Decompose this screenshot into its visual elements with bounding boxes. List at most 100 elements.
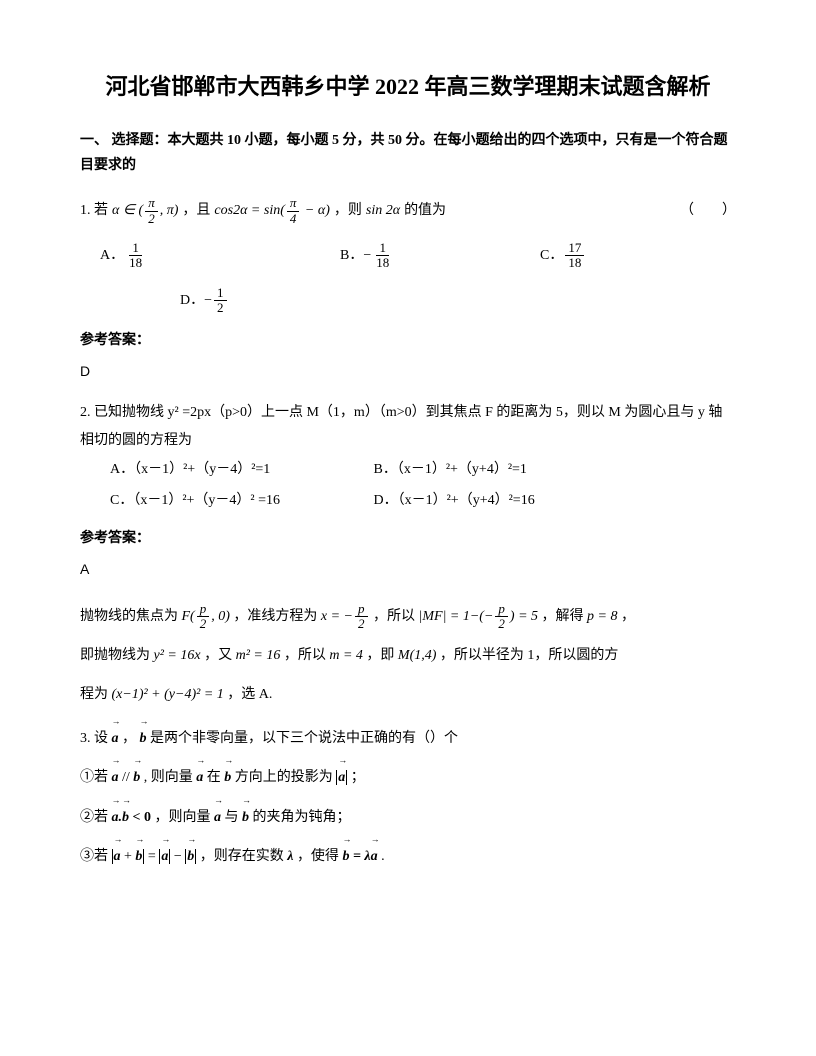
q1-num: 1. 若 bbox=[80, 193, 108, 228]
q2-explanation: 抛物线的焦点为 F(p2, 0) ，准线方程为 x = −p2 ，所以 |MF|… bbox=[80, 597, 736, 715]
vec-a-icon: a bbox=[114, 837, 121, 876]
q3-s1-post2: 在 bbox=[207, 770, 221, 785]
q2-e1: 抛物线的焦点为 bbox=[80, 609, 178, 624]
q1-optD-den: 2 bbox=[214, 301, 227, 315]
q1-optA-label: A． bbox=[100, 238, 124, 273]
vec-a-icon: a bbox=[196, 758, 203, 797]
q1-answer: D bbox=[80, 359, 736, 384]
q3-mid1: ， bbox=[122, 731, 136, 746]
q1-frac2-num: π bbox=[287, 196, 300, 211]
q1-mid2: ，则 bbox=[334, 193, 362, 228]
q3-s3-pre: ③若 bbox=[80, 837, 108, 876]
q2-mval: m = 4 bbox=[329, 648, 363, 663]
q2-optA: A．（x－1）²+（y－4）²=1 bbox=[110, 455, 370, 486]
q3-s3-end: . bbox=[381, 849, 385, 864]
q2-mf-pre: |MF| = 1−(− bbox=[419, 609, 494, 624]
vec-b-icon: b bbox=[133, 758, 140, 797]
q2-mf-post: ) = 5 bbox=[510, 609, 538, 624]
vec-b-icon: b bbox=[122, 798, 129, 837]
q2-pval: p = 8 bbox=[587, 609, 617, 624]
q3-mid2: 是两个非零向量，以下三个说法中正确的有（）个 bbox=[150, 731, 458, 746]
q2-optC: C．（x－1）²+（y－4）² =16 bbox=[110, 486, 370, 517]
q1-mid1: ，且 bbox=[182, 193, 210, 228]
q2-e6: 即抛物线为 bbox=[80, 648, 150, 663]
vec-a-icon: a bbox=[214, 798, 221, 837]
q1-optA-num: 1 bbox=[129, 241, 142, 256]
q1-cond1-post: , π) bbox=[160, 203, 179, 218]
q1-frac1-den: 2 bbox=[145, 212, 158, 226]
vec-b-icon: b bbox=[135, 837, 142, 876]
q3-s2-post3: 的夹角为钝角； bbox=[252, 810, 350, 825]
q3-s1-pre: ①若 bbox=[80, 758, 108, 797]
q1-optB-num: 1 bbox=[376, 241, 389, 256]
q1-optC-den: 18 bbox=[565, 256, 584, 270]
q1-optC-num: 17 bbox=[565, 241, 584, 256]
q3-s2-cond: < 0 bbox=[133, 810, 151, 825]
q1-optA-den: 18 bbox=[126, 256, 145, 270]
q2-e5: ， bbox=[621, 609, 635, 624]
q3-s2-post2: 与 bbox=[224, 810, 238, 825]
q2-text: 2. 已知抛物线 y² =2px（p>0）上一点 M（1，m）（m>0）到其焦点… bbox=[80, 399, 736, 455]
question-1: 1. 若 α ∈ (π2, π) ，且 cos2α = sin(π4 − α) … bbox=[80, 193, 736, 318]
vec-b-icon: b bbox=[342, 837, 349, 876]
q1-frac2-den: 4 bbox=[287, 212, 300, 226]
q2-focus-pre: F( bbox=[182, 609, 195, 624]
vec-b-icon: b bbox=[224, 758, 231, 797]
q2-e2: ，准线方程为 bbox=[233, 609, 317, 624]
q3-s2-pre: ②若 bbox=[80, 798, 108, 837]
q2-dir-pre: x = − bbox=[321, 609, 353, 624]
q1-paren: （ ） bbox=[680, 193, 736, 228]
q2-answer: A bbox=[80, 557, 736, 582]
section-header: 一、 选择题：本大题共 10 小题，每小题 5 分，共 50 分。在每小题给出的… bbox=[80, 128, 736, 178]
q3-lambda: λ bbox=[287, 849, 293, 864]
q1-optB-label: B．− bbox=[340, 238, 371, 273]
q1-frac1-num: π bbox=[145, 196, 158, 211]
q2-optD: D．（x－1）²+（y+4）²=16 bbox=[374, 493, 535, 508]
q1-cond1-pre: α ∈ ( bbox=[112, 203, 143, 218]
q1-optC-label: C． bbox=[540, 238, 563, 273]
q3-s2-post1: ，则向量 bbox=[154, 810, 210, 825]
page-title: 河北省邯郸市大西韩乡中学 2022 年高三数学理期末试题含解析 bbox=[80, 70, 736, 103]
q1-answer-label: 参考答案： bbox=[80, 328, 736, 353]
vec-a-icon: a bbox=[161, 837, 168, 876]
q2-mf-den: 2 bbox=[495, 617, 508, 631]
q1-cond2: cos2α = sin( bbox=[214, 203, 284, 218]
q2-e3: ，所以 bbox=[373, 609, 415, 624]
q2-e4: ，解得 bbox=[542, 609, 584, 624]
q2-e11: 程为 bbox=[80, 687, 108, 702]
q3-s3-mid: ，使得 bbox=[297, 849, 339, 864]
q2-mpoint: M(1,4) bbox=[398, 648, 437, 663]
q2-dir-den: 2 bbox=[355, 617, 368, 631]
q2-e8: ，所以 bbox=[284, 648, 326, 663]
q2-optB: B．（x－1）²+（y+4）²=1 bbox=[374, 462, 527, 477]
q2-focus-den: 2 bbox=[197, 617, 210, 631]
q2-dir-num: p bbox=[355, 602, 368, 617]
q3-s3-eq: = λ bbox=[353, 849, 371, 864]
q3-pre: 3. 设 bbox=[80, 731, 108, 746]
q3-s1-mid: // bbox=[122, 770, 133, 785]
vec-a-icon: a bbox=[371, 837, 378, 876]
q1-cond2-post: − α) bbox=[301, 203, 329, 218]
q2-circle: (x−1)² + (y−4)² = 1 bbox=[112, 687, 224, 702]
vec-b-icon: b bbox=[242, 798, 249, 837]
q2-answer-label: 参考答案： bbox=[80, 526, 736, 551]
q2-mf-num: p bbox=[495, 602, 508, 617]
q2-focus-post: , 0) bbox=[211, 609, 230, 624]
vec-a-icon: a bbox=[338, 758, 345, 797]
q1-optB-den: 18 bbox=[373, 256, 392, 270]
q3-s1-post3: 方向上的投影为 bbox=[235, 770, 333, 785]
q2-e12: ，选 A. bbox=[227, 687, 272, 702]
q3-s1-post1: , 则向量 bbox=[144, 770, 193, 785]
q2-parabola: y² = 16x bbox=[154, 648, 201, 663]
q3-s1-end: ； bbox=[351, 770, 365, 785]
q2-e9: ，即 bbox=[366, 648, 394, 663]
vec-b-icon: b bbox=[187, 837, 194, 876]
q1-mid3: 的值为 bbox=[404, 193, 446, 228]
q2-focus-num: p bbox=[197, 602, 210, 617]
q2-e10: ，所以半径为 1，所以圆的方 bbox=[440, 648, 619, 663]
q2-e7: ，又 bbox=[204, 648, 232, 663]
q1-optD-label: D．− bbox=[180, 283, 212, 318]
question-2: 2. 已知抛物线 y² =2px（p>0）上一点 M（1，m）（m>0）到其焦点… bbox=[80, 399, 736, 517]
q3-s3-post: ，则存在实数 bbox=[200, 849, 284, 864]
q1-cond3: sin 2α bbox=[366, 193, 400, 228]
